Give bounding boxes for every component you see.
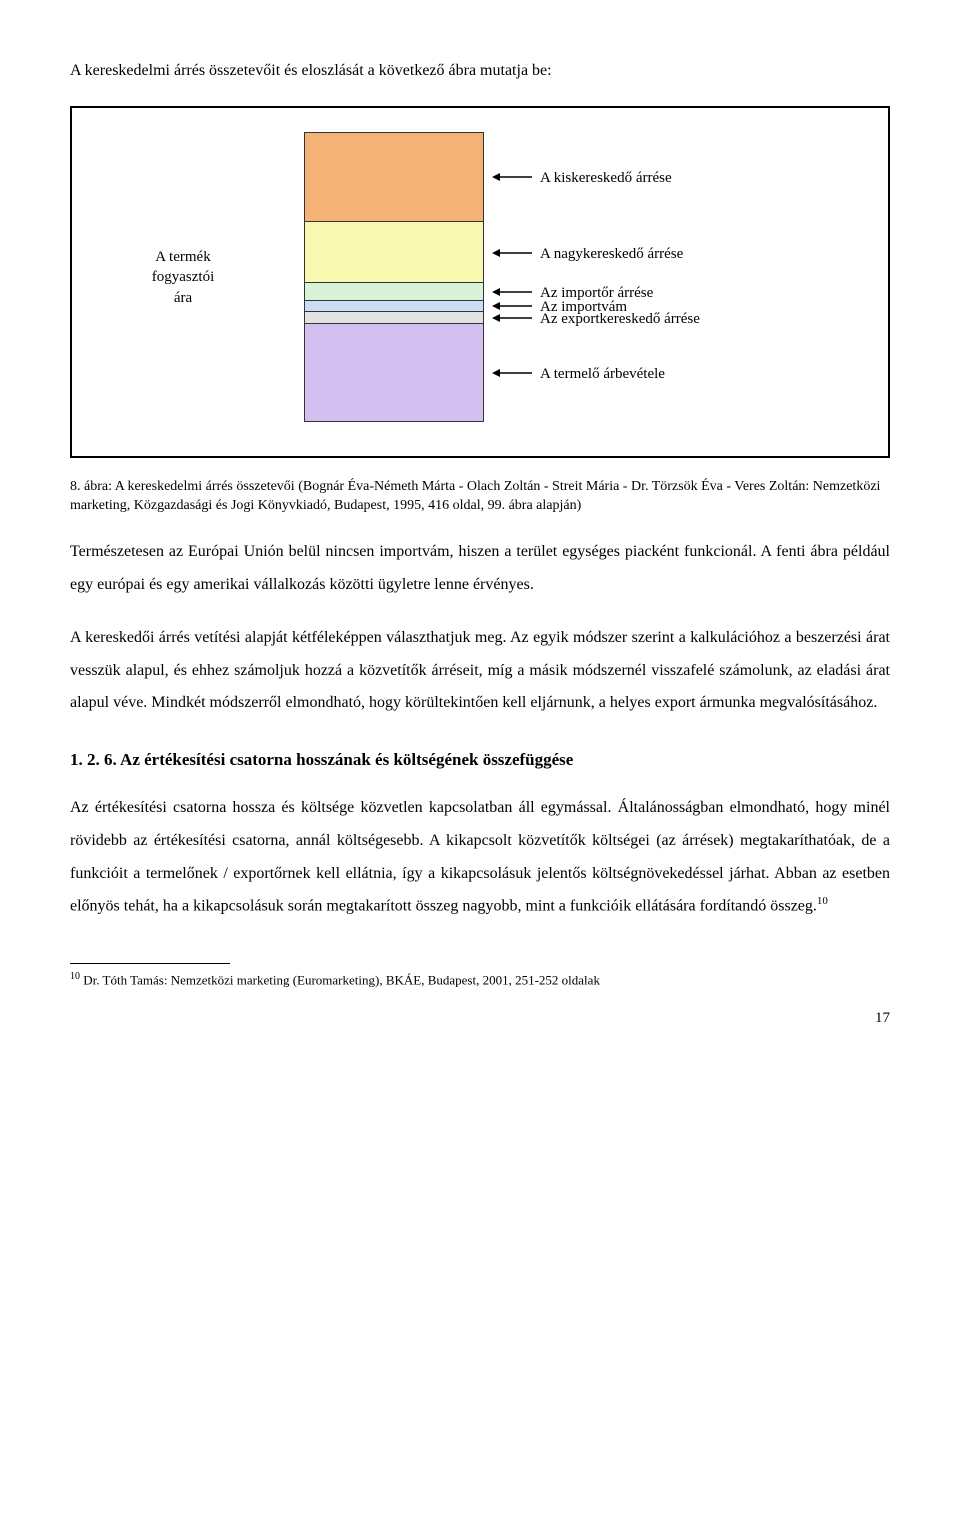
arrow-3: [492, 300, 532, 312]
arrows-column: [492, 132, 532, 422]
arrow-2: [492, 286, 532, 298]
stacked-bar: [304, 132, 484, 422]
bar-segment-0: [304, 132, 484, 222]
bar-segment-1: [304, 222, 484, 283]
left-label-l1: A termék: [155, 249, 210, 265]
left-label-l2: fogyasztói: [152, 269, 214, 285]
arrow-1: [492, 247, 532, 259]
section-heading: 1. 2. 6. Az értékesítési csatorna hosszá…: [70, 748, 890, 772]
bar-segment-4: [304, 312, 484, 324]
arrow-0: [492, 171, 532, 183]
segment-label-5: A termelő árbevétele: [540, 364, 665, 385]
footnote-text: Dr. Tóth Tamás: Nemzetközi marketing (Eu…: [83, 973, 600, 988]
figure-container: A termék fogyasztói ára A kiskereskedő á…: [70, 106, 890, 458]
segment-label-0: A kiskereskedő árrése: [540, 168, 672, 189]
paragraph-3-text: Az értékesítési csatorna hossza és költs…: [70, 799, 890, 915]
arrow-4: [492, 312, 532, 324]
footnote: 10 Dr. Tóth Tamás: Nemzetközi marketing …: [70, 970, 890, 990]
figure-caption: 8. ábra: A kereskedelmi árrés összetevői…: [70, 478, 890, 516]
intro-text: A kereskedelmi árrés összetevőit és elos…: [70, 60, 890, 82]
footnote-rule: [70, 963, 230, 964]
paragraph-1: Természetesen az Európai Unión belül nin…: [70, 536, 890, 602]
segment-label-1: A nagykereskedő árrése: [540, 244, 683, 265]
figure-left: A termék fogyasztói ára: [96, 132, 296, 422]
page-number: 17: [70, 1008, 890, 1029]
footnote-marker: 10: [817, 895, 828, 907]
paragraph-3: Az értékesítési csatorna hossza és költs…: [70, 792, 890, 924]
labels-column: A kiskereskedő árrése A nagykereskedő árr…: [540, 132, 864, 422]
paragraph-2: A kereskedői árrés vetítési alapját kétf…: [70, 622, 890, 720]
left-label: A termék fogyasztói ára: [96, 247, 270, 308]
bar-segment-3: [304, 301, 484, 313]
segment-label-4: Az exportkereskedő árrése: [540, 309, 700, 330]
bar-segment-5: [304, 324, 484, 423]
footnote-number: 10: [70, 971, 80, 982]
left-label-l3: ára: [174, 290, 192, 306]
bar-segment-2: [304, 283, 484, 300]
arrow-5: [492, 367, 532, 379]
